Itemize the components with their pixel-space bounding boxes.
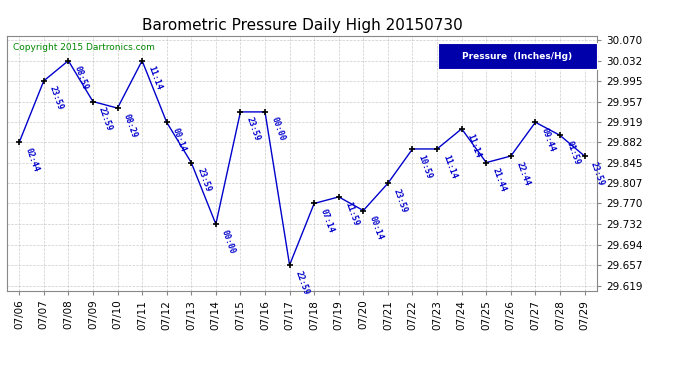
Text: 22:59: 22:59: [294, 269, 310, 296]
Text: 23:59: 23:59: [392, 188, 409, 214]
Text: Pressure  (Inches/Hg): Pressure (Inches/Hg): [462, 51, 572, 60]
Text: 11:14: 11:14: [441, 153, 458, 180]
Text: 00:00: 00:00: [269, 116, 286, 142]
Text: 08:59: 08:59: [72, 65, 90, 92]
Text: 22:59: 22:59: [97, 106, 114, 132]
Text: 00:14: 00:14: [368, 215, 384, 241]
Text: 09:44: 09:44: [540, 126, 557, 153]
Text: 01:59: 01:59: [564, 140, 581, 166]
Text: 00:00: 00:00: [220, 228, 237, 255]
Text: 23:59: 23:59: [589, 160, 606, 187]
Text: 00:14: 00:14: [171, 126, 188, 153]
Text: 22:44: 22:44: [515, 160, 532, 187]
FancyBboxPatch shape: [437, 43, 597, 69]
Text: 02:44: 02:44: [23, 147, 41, 173]
Text: 11:14: 11:14: [146, 65, 164, 92]
Text: Copyright 2015 Dartronics.com: Copyright 2015 Dartronics.com: [13, 43, 155, 52]
Text: 21:44: 21:44: [491, 167, 507, 194]
Text: 10:59: 10:59: [417, 153, 434, 180]
Text: 11:59: 11:59: [343, 201, 360, 228]
Text: 07:14: 07:14: [318, 208, 335, 234]
Text: 23:59: 23:59: [48, 85, 65, 112]
Title: Barometric Pressure Daily High 20150730: Barometric Pressure Daily High 20150730: [141, 18, 462, 33]
Text: 23:59: 23:59: [195, 167, 213, 194]
Text: 08:29: 08:29: [121, 112, 139, 139]
Text: 23:59: 23:59: [244, 116, 262, 142]
Text: 11:14: 11:14: [466, 133, 483, 159]
